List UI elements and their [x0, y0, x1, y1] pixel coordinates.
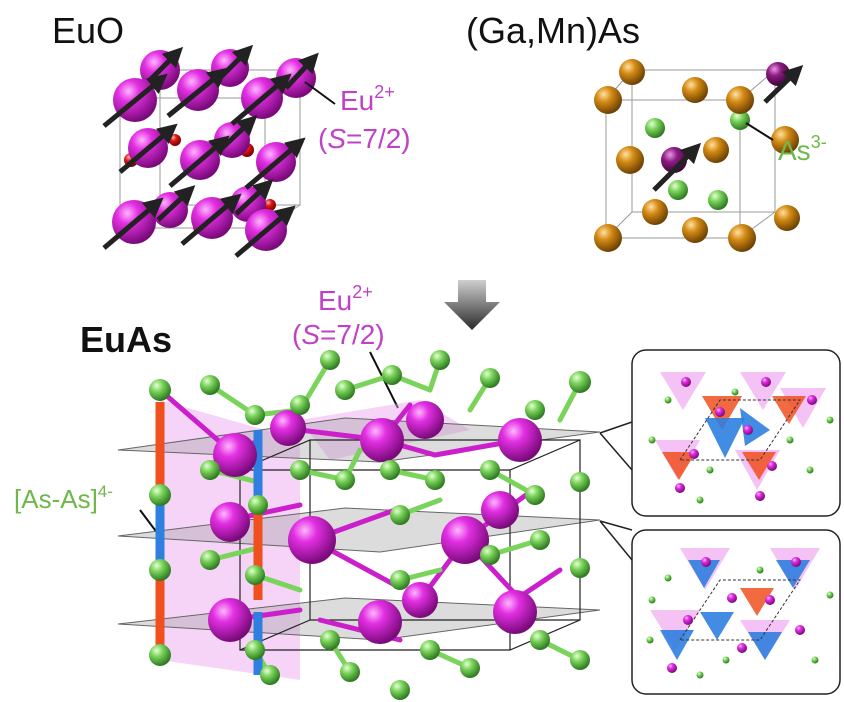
- gamnas-leader-line: [745, 122, 774, 141]
- euo-spin-label: (S=7/2): [318, 123, 411, 154]
- euas-dimer-bars: [155, 402, 263, 675]
- down-arrow-icon: [444, 280, 500, 330]
- euo-spin-arrows: [102, 44, 319, 258]
- euo-leader-line: [304, 81, 336, 105]
- euas-spin-label: (S=7/2): [292, 319, 385, 350]
- gamnas-panel: (Ga,Mn)As: [466, 10, 827, 252]
- euas-dimer-label: [As-As]4-: [14, 482, 113, 514]
- euas-panel: EuAs Eu2+ (S=7/2) [As-As]4-: [14, 282, 841, 700]
- gamnas-gallium-atoms: [594, 59, 800, 252]
- euas-inset-bottom: [631, 529, 841, 695]
- euo-title: EuO: [52, 10, 124, 51]
- gamnas-arsenic-atoms: [645, 110, 750, 210]
- euas-title: EuAs: [80, 319, 172, 360]
- gamnas-as-label: As3-: [778, 132, 827, 166]
- euas-callout-lines: [599, 421, 633, 561]
- euas-eu-label: Eu2+: [318, 282, 373, 316]
- euo-eu-label: Eu2+: [340, 82, 395, 116]
- euas-dimer-leader-line: [139, 509, 159, 535]
- euas-inset-top: [631, 349, 841, 517]
- gamnas-spin-arrows: [652, 65, 804, 192]
- euas-europium-atoms: [208, 401, 542, 644]
- euas-arsenic-atoms: [149, 350, 591, 700]
- gamnas-title: (Ga,Mn)As: [466, 10, 640, 51]
- euo-panel: EuO: [52, 10, 411, 258]
